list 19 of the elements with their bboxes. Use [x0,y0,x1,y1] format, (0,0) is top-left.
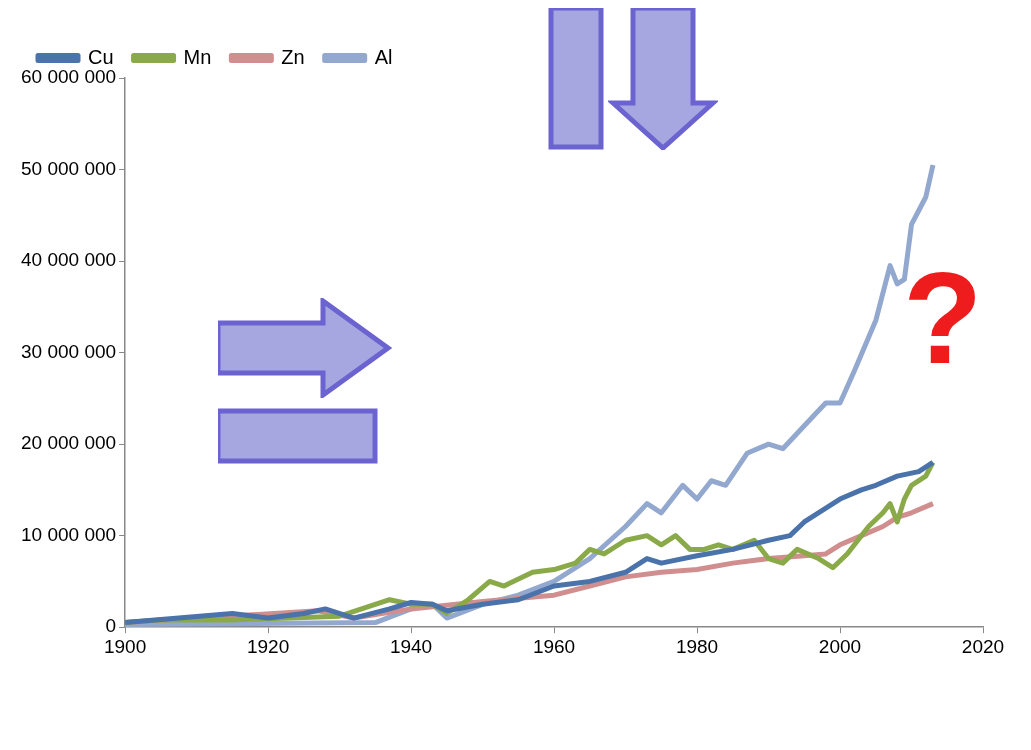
legend-label: Cu [88,45,114,68]
legend-label: Mn [183,45,212,68]
legend-label: Al [374,45,393,68]
y-tick-label: 60 000 000 [21,66,117,88]
annotation: ? [903,245,983,391]
y-tick-label: 50 000 000 [21,157,117,179]
x-tick-label: 1980 [675,635,719,657]
y-tick-label: 0 [105,615,117,637]
x-tick-label: 1960 [532,635,576,657]
x-tick-label: 1920 [246,635,290,657]
x-tick-label: 1900 [103,635,147,657]
y-tick-label: 20 000 000 [21,432,117,454]
x-tick-label: 1940 [389,635,433,657]
y-tick-label: 40 000 000 [21,249,117,271]
y-tick-label: 30 000 000 [21,340,117,362]
y-tick-label: 10 000 000 [21,523,117,545]
x-tick-label: 2000 [818,635,862,657]
legend-label: Zn [281,45,305,68]
x-tick-label: 2020 [961,635,1005,657]
